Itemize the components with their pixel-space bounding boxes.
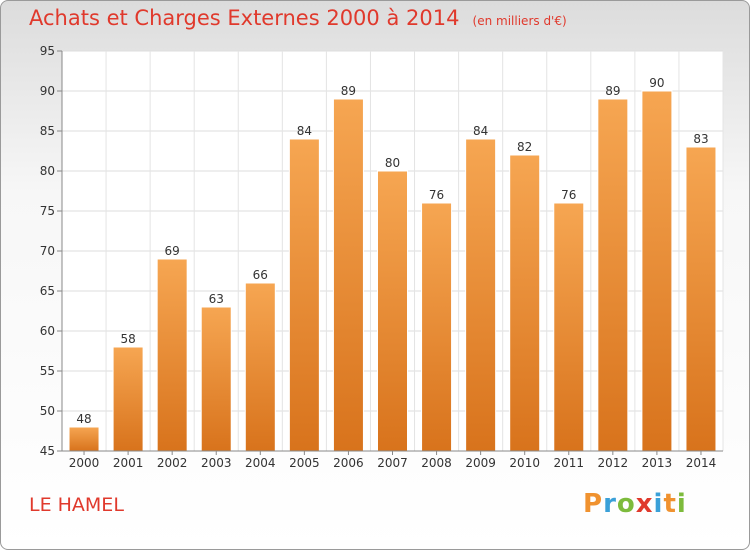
bar [377, 170, 408, 452]
bar [597, 98, 629, 452]
x-tick-label: 2011 [553, 456, 584, 470]
x-tick-label: 2014 [686, 456, 717, 470]
logo-letter: x [635, 489, 654, 519]
bar [421, 202, 453, 452]
axes: 45 50 55 60 65 70 75 80 85 90 95 2000 2001 2002 2003 20… [40, 44, 723, 470]
bar [68, 426, 100, 452]
chart-subtitle: (en milliers d'€) [472, 14, 567, 28]
y-tick-label: 45 [40, 444, 55, 458]
y-tick-label: 95 [40, 44, 55, 58]
logo-letter: P [583, 489, 604, 519]
data-label: 66 [253, 268, 268, 282]
commune-name: LE HAMEL [29, 494, 124, 516]
data-label: 83 [693, 132, 708, 146]
y-tick-label: 50 [40, 404, 55, 418]
bar [156, 258, 188, 452]
logo-letter: r [603, 489, 617, 519]
data-label: 89 [341, 84, 356, 98]
x-tick-label: 2000 [69, 456, 100, 470]
bar [332, 98, 364, 452]
y-tick-label: 85 [40, 124, 55, 138]
x-tick-label: 2009 [465, 456, 496, 470]
data-label: 89 [605, 84, 620, 98]
x-tick-label: 2004 [245, 456, 276, 470]
bar [244, 282, 276, 452]
y-tick-label: 55 [40, 364, 55, 378]
x-tick-label: 2002 [157, 456, 188, 470]
data-label: 48 [76, 412, 91, 426]
y-tick-label: 90 [40, 84, 55, 98]
bar [509, 154, 541, 452]
data-label: 69 [165, 244, 180, 258]
logo-letter: o [616, 489, 636, 519]
y-tick-label: 65 [40, 284, 55, 298]
x-tick-label: 2003 [201, 456, 232, 470]
y-tick-label: 80 [40, 164, 55, 178]
x-tick-label: 2005 [289, 456, 320, 470]
data-label: 84 [297, 124, 312, 138]
bar [685, 146, 717, 452]
y-tick-label: 70 [40, 244, 55, 258]
data-label: 63 [209, 292, 224, 306]
data-label: 58 [120, 332, 135, 346]
x-tick-label: 2006 [333, 456, 364, 470]
bar [641, 90, 673, 452]
data-label: 76 [561, 188, 576, 202]
data-label: 76 [429, 188, 444, 202]
data-label: 90 [649, 76, 664, 90]
data-labels: 48 58 69 63 66 84 89 80 76 84 82 76 89 90 83 [76, 76, 708, 426]
data-label: 80 [385, 156, 400, 170]
x-tick-label: 2013 [642, 456, 673, 470]
x-tick-label: 2008 [421, 456, 452, 470]
proxiti-logo: Proxiti [583, 489, 687, 519]
bar [112, 346, 144, 452]
title-row: Achats et Charges Externes 2000 à 2014 (… [29, 6, 567, 30]
y-tick-label: 60 [40, 324, 55, 338]
logo-letter: t [663, 489, 677, 519]
data-label: 82 [517, 140, 532, 154]
data-label: 84 [473, 124, 488, 138]
y-tick-label: 75 [40, 204, 55, 218]
bars [68, 90, 717, 452]
chart-title: Achats et Charges Externes 2000 à 2014 [29, 6, 460, 30]
bar [465, 138, 497, 452]
logo-letter: i [676, 489, 687, 519]
x-tick-label: 2012 [598, 456, 629, 470]
x-tick-label: 2010 [509, 456, 540, 470]
x-tick-label: 2001 [113, 456, 144, 470]
bar [288, 138, 320, 452]
logo-letter: i [653, 489, 664, 519]
bar [200, 306, 232, 452]
bar [553, 202, 585, 452]
x-tick-label: 2007 [377, 456, 408, 470]
